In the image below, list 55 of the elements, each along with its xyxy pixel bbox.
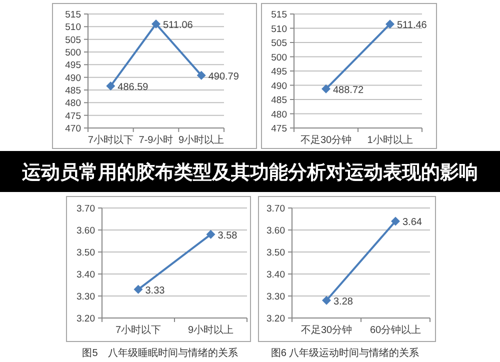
x-tick-label: 不足30分钟: [300, 324, 352, 336]
y-tick-label: 3.20: [76, 314, 95, 324]
data-label: 511.46: [397, 20, 428, 32]
y-tick-label: 3.50: [266, 248, 285, 258]
x-tick-label: 60分钟以上: [370, 324, 422, 336]
y-tick-label: 510: [271, 24, 287, 35]
y-tick-label: 500: [271, 52, 287, 64]
y-tick-label: 510: [65, 22, 81, 34]
y-tick-label: 3.40: [76, 270, 95, 280]
y-tick-label: 485: [65, 86, 81, 96]
x-tick-label: 7小时以下: [88, 134, 134, 146]
x-tick-label: 不足30分钟: [300, 134, 352, 146]
x-tick-label: 1小时以上: [367, 134, 413, 146]
y-tick-label: 480: [65, 98, 81, 110]
y-tick-label: 3.60: [266, 226, 285, 236]
y-tick-label: 495: [271, 66, 287, 78]
y-tick-label: 3.70: [266, 204, 285, 214]
y-tick-label: 490: [271, 80, 287, 92]
x-tick-label: 7-9小时: [138, 134, 174, 146]
y-tick-label: 515: [271, 10, 287, 20]
y-tick-label: 3.20: [266, 314, 285, 324]
y-tick-label: 475: [271, 124, 287, 134]
data-label: 486.59: [118, 82, 149, 93]
y-tick-label: 480: [271, 109, 287, 120]
data-label: 3.33: [145, 285, 166, 296]
point: [196, 70, 206, 80]
y-tick-label: 475: [65, 110, 81, 122]
x-tick-label: 7小时以下: [115, 324, 162, 336]
data-label: 3.28: [334, 296, 354, 308]
data-label: 511.06: [163, 20, 194, 31]
y-tick-label: 3.70: [76, 204, 95, 214]
y-tick-label: 500: [65, 48, 81, 58]
y-tick-label: 505: [65, 34, 81, 46]
caption: 图5 八年级睡眠时间与情绪的关系: [82, 347, 238, 359]
y-tick-label: 3.40: [266, 270, 285, 280]
y-tick-label: 3.60: [76, 226, 95, 236]
text: 运动员常用的胶布类型及其功能分析对运动表现的影响: [21, 162, 478, 184]
y-tick-label: 490: [65, 72, 81, 84]
x-tick-label: 9小时以上: [188, 324, 234, 336]
y-tick-label: 515: [65, 10, 81, 20]
data-label: 3.58: [218, 230, 238, 242]
y-tick-label: 3.30: [266, 292, 285, 302]
y-tick-label: 3.50: [76, 248, 95, 258]
y-tick-label: 505: [271, 38, 287, 49]
point: [152, 19, 160, 28]
caption: 图6 八年级运动时间与情绪的关系: [270, 347, 420, 359]
y-tick-label: 495: [65, 60, 81, 72]
point: [106, 81, 116, 90]
y-tick-label: 470: [65, 124, 81, 134]
data-label: 488.72: [333, 84, 364, 96]
data-label: 3.64: [402, 217, 422, 228]
y-tick-label: 485: [271, 95, 287, 106]
x-tick-label: 9小时以上: [178, 134, 224, 146]
data-label: 490.79: [208, 71, 240, 82]
y-tick-label: 3.30: [76, 292, 95, 302]
